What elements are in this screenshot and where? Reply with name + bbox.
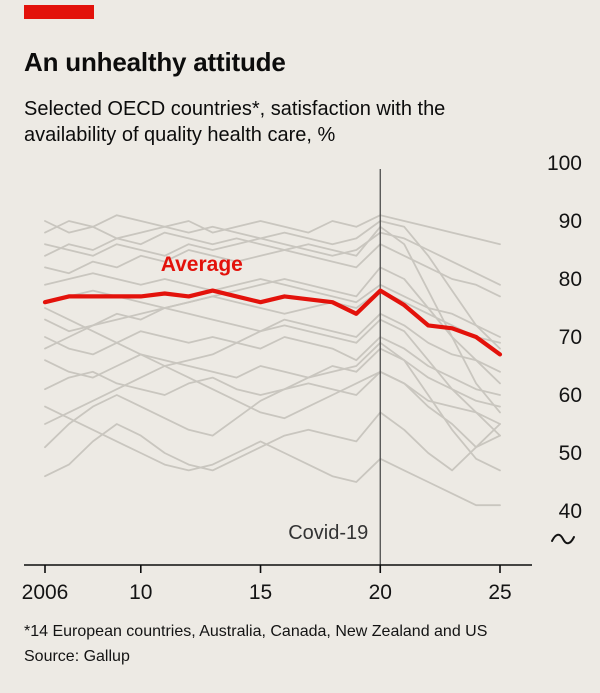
average-line (42, 288, 503, 357)
y-tick-label: 70 (559, 326, 582, 349)
x-tick-label: 25 (488, 581, 511, 604)
axis-break-icon (551, 533, 575, 545)
series-country-line-15 (44, 266, 501, 385)
series-country-line-16 (44, 231, 501, 286)
y-tick-label: 90 (559, 210, 582, 233)
series-country-line-7 (44, 307, 501, 373)
brand-mark (24, 5, 94, 19)
series-country-line-8 (44, 330, 501, 396)
page-title: An unhealthy attitude (24, 47, 286, 78)
series-country-line-3 (44, 225, 501, 414)
x-tick-label: 15 (249, 581, 272, 604)
series-country-line-11 (44, 318, 501, 437)
y-tick-label: 40 (559, 500, 582, 523)
series-country-line-1 (44, 214, 501, 246)
series-country-line-10 (44, 370, 501, 425)
series-country-line-2 (44, 220, 501, 350)
series-country-line-13 (44, 411, 501, 478)
chart-footer: *14 European countries, Australia, Canad… (24, 620, 584, 670)
footnote: *14 European countries, Australia, Canad… (24, 623, 488, 640)
covid-annotation: Covid-19 (288, 522, 368, 544)
x-tick-label: 2006 (22, 581, 69, 604)
line-chart: 2006 10 15 20 25 40 50 60 70 80 90 100 Average Covid-… (0, 145, 600, 615)
source-line: Source: Gallup (24, 647, 130, 665)
x-tick-label: 20 (369, 581, 392, 604)
y-tick-label: 80 (559, 268, 582, 291)
series-country-line-9 (44, 347, 501, 408)
y-tick-label: 100 (547, 152, 582, 175)
chart-subtitle: Selected OECD countries*, satisfaction w… (24, 98, 446, 147)
average-annotation: Average (161, 253, 243, 276)
y-tick-label: 60 (559, 384, 582, 407)
series-country-line-12 (44, 341, 501, 472)
series-country-line-4 (44, 243, 501, 298)
line-chart-svg: 2006 10 15 20 25 40 50 60 70 80 90 100 Average Covid-… (22, 152, 582, 604)
x-tick-label: 10 (129, 581, 152, 604)
series-country-line-17 (44, 307, 501, 449)
y-tick-label: 50 (559, 442, 582, 465)
series-country-line-14 (44, 405, 501, 507)
